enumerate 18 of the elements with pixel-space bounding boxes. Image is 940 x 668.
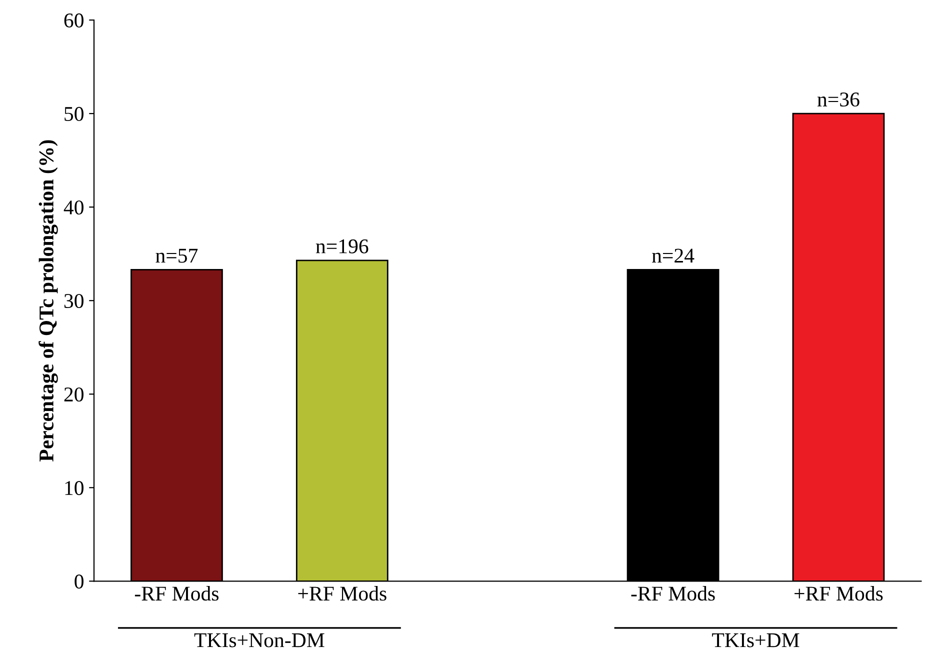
y-tick-label: 10 (65, 481, 84, 496)
y-tick-label: 30 (64, 294, 84, 308)
y-tick-label: 60 (64, 13, 84, 28)
y-axis-title: Percentage of QTc prolongation (%) (38, 140, 58, 462)
x-tick-label: -RF Mods (631, 586, 715, 601)
x-tick-label: -RF Mods (134, 586, 219, 601)
x-tick-label: +RF Mods (298, 586, 386, 601)
annotation: n=24 (652, 248, 694, 263)
annotation: n=36 (817, 92, 860, 107)
text: TKIs+DM (712, 633, 800, 648)
text: TKIs+Non-DM (194, 633, 324, 648)
annotation: n=57 (156, 248, 198, 263)
annotation: n=196 (316, 239, 368, 254)
y-tick-label: 0 (74, 574, 84, 589)
y-tick-label: 20 (64, 387, 84, 402)
y-tick-label: 40 (64, 200, 84, 215)
x-tick-label: +RF Mods (794, 586, 883, 601)
y-tick-label: 50 (64, 106, 84, 121)
